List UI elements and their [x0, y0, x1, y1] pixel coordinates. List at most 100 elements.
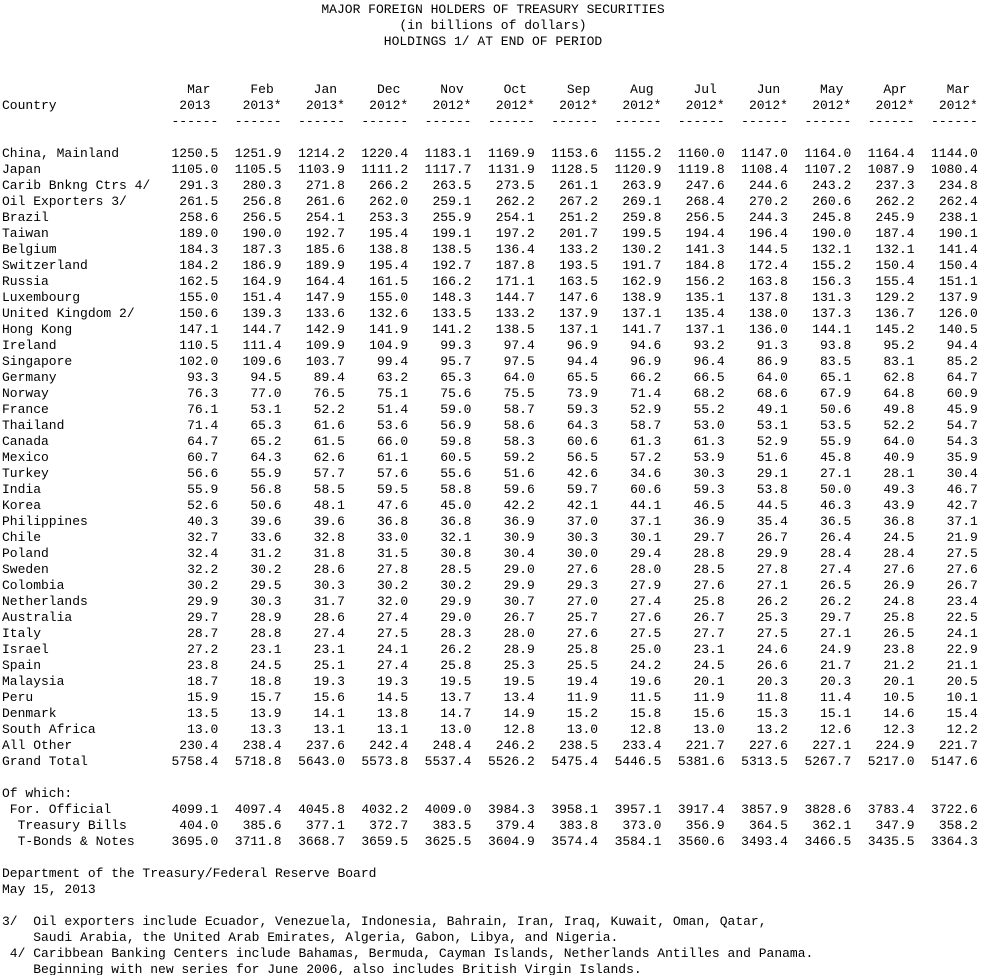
value-cell: 1108.4 [741, 162, 788, 177]
value-cell: 263.5 [432, 178, 472, 193]
value-cell: 131.3 [812, 290, 852, 305]
value-cell: 171.1 [495, 274, 535, 289]
country-label: Colombia [2, 578, 65, 593]
value-cell: 73.9 [566, 386, 599, 401]
value-cell: 187.3 [242, 242, 282, 257]
value-cell: 28.3 [440, 626, 472, 641]
value-cell: 156.2 [685, 274, 725, 289]
value-cell: 12.8 [630, 722, 662, 737]
value-cell: 364.5 [748, 818, 788, 833]
value-cell: 358.2 [938, 818, 978, 833]
value-cell: 65.1 [820, 370, 852, 385]
value-cell: 362.1 [812, 818, 852, 833]
value-cell: 25.8 [693, 594, 725, 609]
value-cell: 96.4 [693, 354, 725, 369]
value-cell: 42.7 [946, 498, 978, 513]
country-label: Carib Bnkng Ctrs 4/ [2, 178, 151, 193]
value-cell: 383.5 [432, 818, 472, 833]
value-cell: 56.5 [566, 450, 599, 465]
value-cell: 186.9 [242, 258, 282, 273]
value-cell: 91.3 [756, 338, 788, 353]
value-cell: 76.1 [187, 402, 219, 417]
value-cell: 14.6 [883, 706, 915, 721]
table-header-years: Country 2013 2013* 2013* 2012* 2012* 2012* 201… [2, 98, 984, 114]
value-cell: 258.6 [179, 210, 219, 225]
column-underline: ------ [424, 114, 472, 129]
value-cell: 234.8 [938, 178, 978, 193]
value-cell: 19.3 [313, 674, 345, 689]
value-cell: 32.8 [313, 530, 345, 545]
country-label: Switzerland [2, 258, 88, 273]
value-cell: 25.5 [566, 658, 599, 673]
value-cell: 51.6 [503, 466, 535, 481]
value-cell: 141.2 [432, 322, 472, 337]
table-row: Hong Kong 147.1 144.7 142.9 141.9 141.2 138.5 1… [2, 322, 984, 338]
value-cell: 262.0 [369, 194, 409, 209]
value-cell: 1087.9 [867, 162, 915, 177]
value-cell: 133.2 [559, 242, 599, 257]
value-cell: 59.0 [440, 402, 472, 417]
column-year-label: 2013 [179, 98, 219, 113]
value-cell: 32.7 [187, 530, 219, 545]
column-year-label: 2012* [622, 98, 662, 113]
value-cell: 94.4 [566, 354, 599, 369]
value-cell: 1105.0 [171, 162, 219, 177]
value-cell: 29.0 [503, 562, 535, 577]
value-cell: 129.2 [875, 290, 915, 305]
value-cell: 29.9 [187, 594, 219, 609]
value-cell: 383.8 [559, 818, 599, 833]
value-cell: 136.0 [748, 322, 788, 337]
value-cell: 94.4 [946, 338, 978, 353]
country-label: Korea [2, 498, 42, 513]
value-cell: 27.6 [566, 626, 599, 641]
value-cell: 270.2 [748, 194, 788, 209]
value-cell: 24.1 [946, 626, 978, 641]
value-cell: 1169.9 [487, 146, 535, 161]
column-month-label: Apr [883, 82, 915, 97]
value-cell: 193.5 [559, 258, 599, 273]
value-cell: 48.1 [313, 498, 345, 513]
value-cell: 28.5 [693, 562, 725, 577]
value-cell: 49.3 [883, 482, 915, 497]
value-cell: 60.7 [187, 450, 219, 465]
country-label: Denmark [2, 706, 57, 721]
value-cell: 253.3 [369, 210, 409, 225]
value-cell: 142.9 [305, 322, 345, 337]
column-underline: ------ [677, 114, 725, 129]
value-cell: 30.4 [946, 466, 978, 481]
value-cell: 51.6 [756, 450, 788, 465]
column-underline: ------ [361, 114, 409, 129]
value-cell: 42.6 [566, 466, 599, 481]
value-cell: 63.2 [376, 370, 409, 385]
value-cell: 66.2 [630, 370, 662, 385]
value-cell: 109.6 [242, 354, 282, 369]
value-cell: 36.8 [883, 514, 915, 529]
value-cell: 132.6 [369, 306, 409, 321]
value-cell: 32.4 [187, 546, 219, 561]
value-cell: 268.4 [685, 194, 725, 209]
value-cell: 66.0 [376, 434, 409, 449]
value-cell: 96.9 [566, 338, 599, 353]
value-cell: 3695.0 [171, 834, 219, 849]
value-cell: 13.0 [566, 722, 599, 737]
value-cell: 77.0 [250, 386, 282, 401]
value-cell: 291.3 [179, 178, 219, 193]
country-label: For. Official [2, 802, 112, 817]
value-cell: 65.5 [566, 370, 599, 385]
column-month-label: Jul [693, 82, 725, 97]
value-cell: 379.4 [495, 818, 535, 833]
value-cell: 1103.9 [298, 162, 345, 177]
table-row: Russia 162.5 164.9 164.4 161.5 166.2 171.1 163.… [2, 274, 984, 290]
value-cell: 26.9 [883, 578, 915, 593]
value-cell: 36.5 [820, 514, 852, 529]
value-cell: 4009.0 [424, 802, 472, 817]
value-cell: 12.6 [820, 722, 852, 737]
value-cell: 245.8 [812, 210, 852, 225]
value-cell: 12.2 [946, 722, 978, 737]
table-row: Switzerland 184.2 186.9 189.9 195.4 192.7 187.… [2, 258, 984, 274]
column-month-label: Nov [440, 82, 472, 97]
value-cell: 52.2 [313, 402, 345, 417]
value-cell: 25.8 [440, 658, 472, 673]
value-cell: 111.4 [242, 338, 282, 353]
